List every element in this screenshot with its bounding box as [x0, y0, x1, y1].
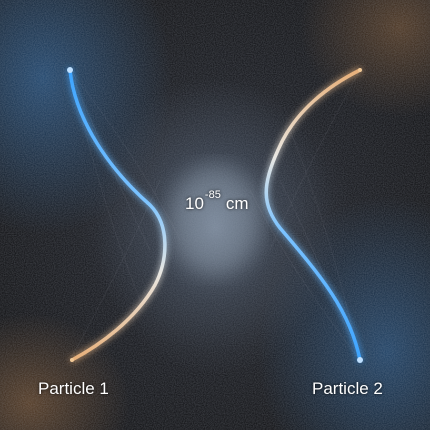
- scale-label: 10-85 cm: [185, 189, 249, 214]
- bottom-left-point: [70, 358, 74, 362]
- particle-1-label: Particle 1: [38, 379, 109, 398]
- scale-unit: cm: [225, 194, 249, 213]
- top-right-point: [358, 68, 362, 72]
- right-arc: [264, 68, 362, 362]
- particle-1-top-point: [67, 67, 73, 73]
- scale-exponent: -85: [204, 189, 221, 201]
- scale-base: 10: [185, 194, 204, 213]
- fan-lines: [69, 69, 361, 361]
- particle-2-label: Particle 2: [312, 379, 383, 398]
- left-arc: [68, 68, 167, 362]
- particle-2-bottom-point: [357, 357, 363, 363]
- center-glow: [170, 165, 260, 275]
